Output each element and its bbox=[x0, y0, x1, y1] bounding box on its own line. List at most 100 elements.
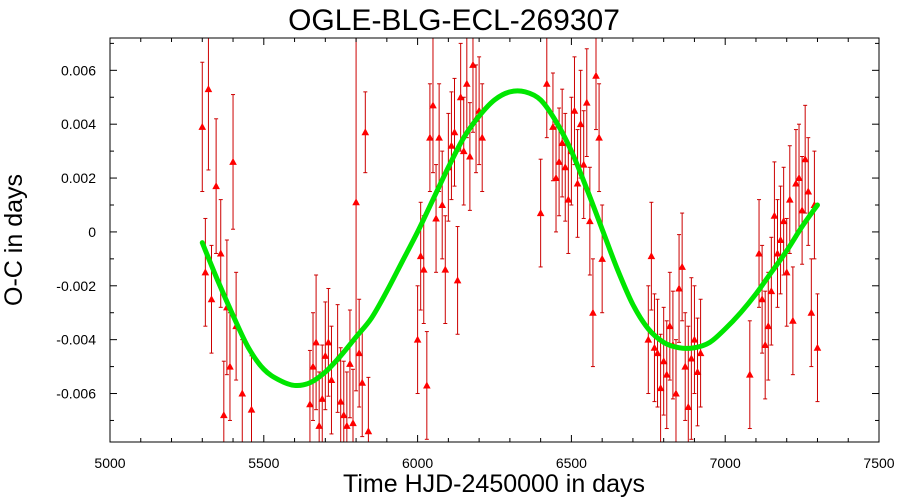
data-point bbox=[561, 163, 570, 171]
data-point-group bbox=[662, 320, 671, 430]
data-point bbox=[549, 122, 557, 130]
data-point bbox=[558, 139, 566, 147]
data-point bbox=[795, 174, 803, 182]
x-tick-label: 7500 bbox=[863, 455, 894, 471]
data-point-group bbox=[798, 156, 806, 265]
data-point bbox=[416, 252, 425, 260]
data-point bbox=[361, 128, 370, 136]
data-point bbox=[675, 284, 683, 292]
data-point-group bbox=[542, 38, 551, 139]
data-point bbox=[782, 268, 791, 276]
data-point bbox=[349, 419, 357, 427]
data-point-group bbox=[327, 325, 336, 435]
data-point-group bbox=[647, 201, 656, 311]
data-point bbox=[672, 389, 680, 397]
data-point-group bbox=[789, 266, 797, 376]
data-point bbox=[318, 394, 327, 402]
data-point bbox=[469, 60, 477, 68]
data-point-group bbox=[447, 91, 456, 201]
y-axis-label: O-C in days bbox=[0, 174, 28, 306]
data-point bbox=[770, 211, 779, 219]
data-point bbox=[666, 322, 674, 330]
data-point-group bbox=[438, 150, 447, 260]
y-tick-label: 0 bbox=[88, 224, 96, 240]
data-point bbox=[598, 254, 606, 262]
data-point bbox=[693, 367, 702, 375]
data-point bbox=[792, 179, 800, 187]
data-point bbox=[220, 411, 228, 419]
y-tick-label: 0.004 bbox=[61, 116, 96, 132]
data-point bbox=[306, 400, 314, 408]
data-point-group bbox=[666, 271, 674, 381]
data-point bbox=[798, 206, 806, 214]
data-point bbox=[463, 79, 471, 87]
data-point bbox=[466, 152, 474, 160]
data-point-group bbox=[773, 199, 782, 308]
data-point bbox=[536, 209, 545, 217]
data-point bbox=[687, 354, 696, 362]
data-layer bbox=[198, 38, 822, 442]
data-point bbox=[813, 343, 822, 351]
data-point bbox=[592, 71, 600, 79]
data-point bbox=[238, 389, 247, 397]
data-point-group bbox=[204, 38, 213, 171]
x-axis-label: Time HJD-2450000 in days bbox=[343, 470, 645, 498]
data-point bbox=[324, 338, 333, 346]
data-point-group bbox=[220, 360, 228, 442]
data-point-group bbox=[453, 226, 462, 335]
data-point-group bbox=[355, 298, 363, 408]
data-point-group bbox=[785, 145, 794, 254]
data-point-group bbox=[212, 118, 220, 254]
data-point-group bbox=[364, 376, 373, 442]
data-point-group bbox=[644, 285, 653, 395]
y-tick-label: -0.004 bbox=[56, 332, 96, 348]
data-point bbox=[761, 341, 769, 349]
data-point bbox=[358, 378, 367, 386]
data-point-group bbox=[312, 274, 320, 411]
data-point-group bbox=[536, 158, 545, 268]
data-point bbox=[595, 133, 603, 141]
fit-curve bbox=[199, 88, 820, 389]
data-point bbox=[247, 405, 256, 413]
data-point-group bbox=[466, 102, 474, 211]
data-point-group bbox=[696, 298, 705, 408]
tick-layer: 5000 5500 6000 6500 7000 7500 -0.006 -0.004 -0.0… bbox=[56, 38, 895, 471]
data-point bbox=[552, 174, 560, 182]
data-point-group bbox=[767, 236, 776, 346]
data-point bbox=[758, 295, 766, 303]
data-point-group bbox=[684, 325, 693, 442]
data-point bbox=[542, 79, 551, 87]
data-point-group bbox=[450, 77, 459, 187]
data-point bbox=[229, 157, 237, 165]
x-tick-label: 7000 bbox=[710, 455, 741, 471]
data-point-group bbox=[592, 38, 600, 131]
data-point bbox=[807, 308, 816, 316]
data-point bbox=[339, 411, 348, 419]
data-point-group bbox=[349, 368, 357, 442]
data-point-group bbox=[813, 293, 822, 403]
data-point-group bbox=[573, 129, 582, 238]
data-point-group bbox=[361, 91, 370, 174]
data-point-group bbox=[804, 137, 813, 246]
y-tick-label: -0.006 bbox=[56, 386, 96, 402]
data-point bbox=[801, 155, 809, 163]
data-point bbox=[647, 252, 656, 260]
data-point bbox=[755, 249, 763, 257]
data-point bbox=[309, 362, 317, 370]
data-point-group bbox=[309, 312, 317, 421]
data-point bbox=[659, 357, 668, 365]
data-point-group bbox=[801, 104, 809, 214]
data-point bbox=[650, 343, 659, 351]
data-point bbox=[582, 98, 591, 106]
data-point bbox=[576, 120, 585, 128]
data-point bbox=[423, 381, 431, 389]
y-tick-label: 0.002 bbox=[61, 170, 96, 186]
data-point bbox=[785, 195, 794, 203]
data-point bbox=[746, 370, 754, 378]
x-tick-label: 5500 bbox=[248, 455, 279, 471]
data-point bbox=[684, 402, 693, 410]
data-point bbox=[355, 349, 363, 357]
data-point bbox=[696, 349, 705, 357]
x-tick-label: 6000 bbox=[402, 455, 433, 471]
data-point-group bbox=[579, 110, 588, 219]
